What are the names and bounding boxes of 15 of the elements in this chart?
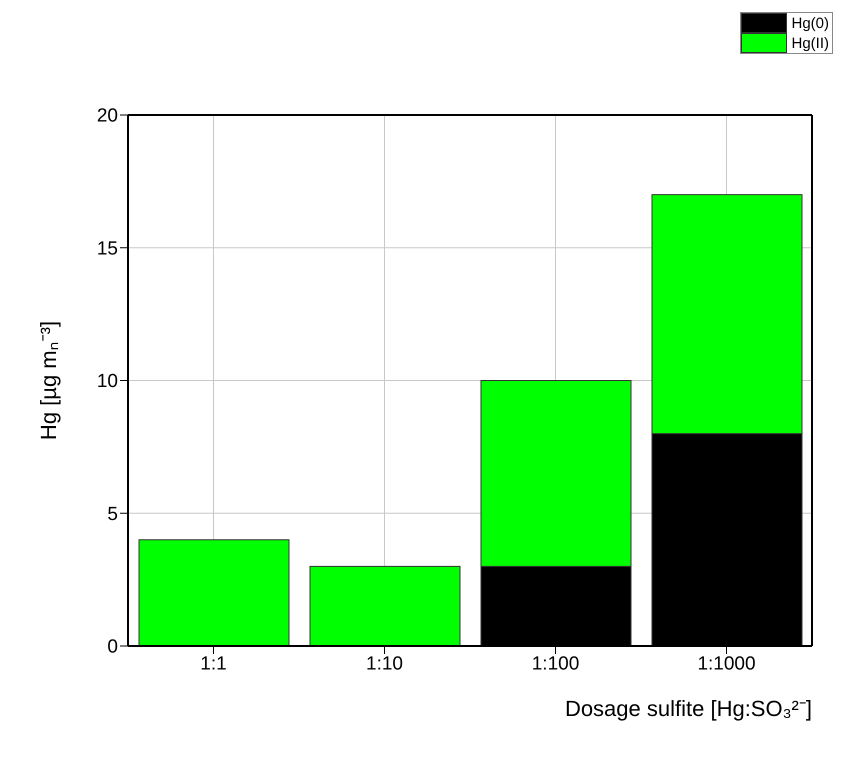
bar: [310, 566, 460, 646]
legend-label: Hg(0): [791, 14, 830, 32]
x-tick-label: 1:100: [532, 653, 580, 674]
y-tick-label: 5: [107, 504, 118, 525]
y-tick-label: 0: [107, 636, 118, 658]
y-tick-label: 10: [96, 371, 118, 392]
x-tick-label: 1:1000: [697, 653, 756, 674]
bar: [138, 539, 290, 646]
y-axis-title: Hg [µg mₙ⁻³]: [36, 320, 61, 440]
x-tick-label: 1:10: [366, 653, 403, 674]
x-tick-label: 1:1: [200, 653, 227, 674]
y-tick-label: 20: [96, 106, 118, 127]
legend-label: Hg(II): [791, 34, 830, 52]
y-tick-label: 15: [96, 238, 118, 260]
x-axis-title: Dosage sulfite [Hg:SO₃²⁻]: [564, 696, 812, 721]
